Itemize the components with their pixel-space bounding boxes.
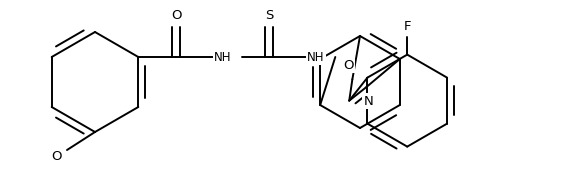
Text: S: S	[265, 8, 273, 22]
Text: O: O	[343, 59, 354, 72]
Text: O: O	[171, 8, 181, 22]
Text: N: N	[363, 95, 373, 108]
Text: F: F	[404, 20, 411, 33]
Text: O: O	[52, 149, 62, 163]
Text: NH: NH	[307, 50, 325, 64]
Text: NH: NH	[214, 50, 232, 64]
